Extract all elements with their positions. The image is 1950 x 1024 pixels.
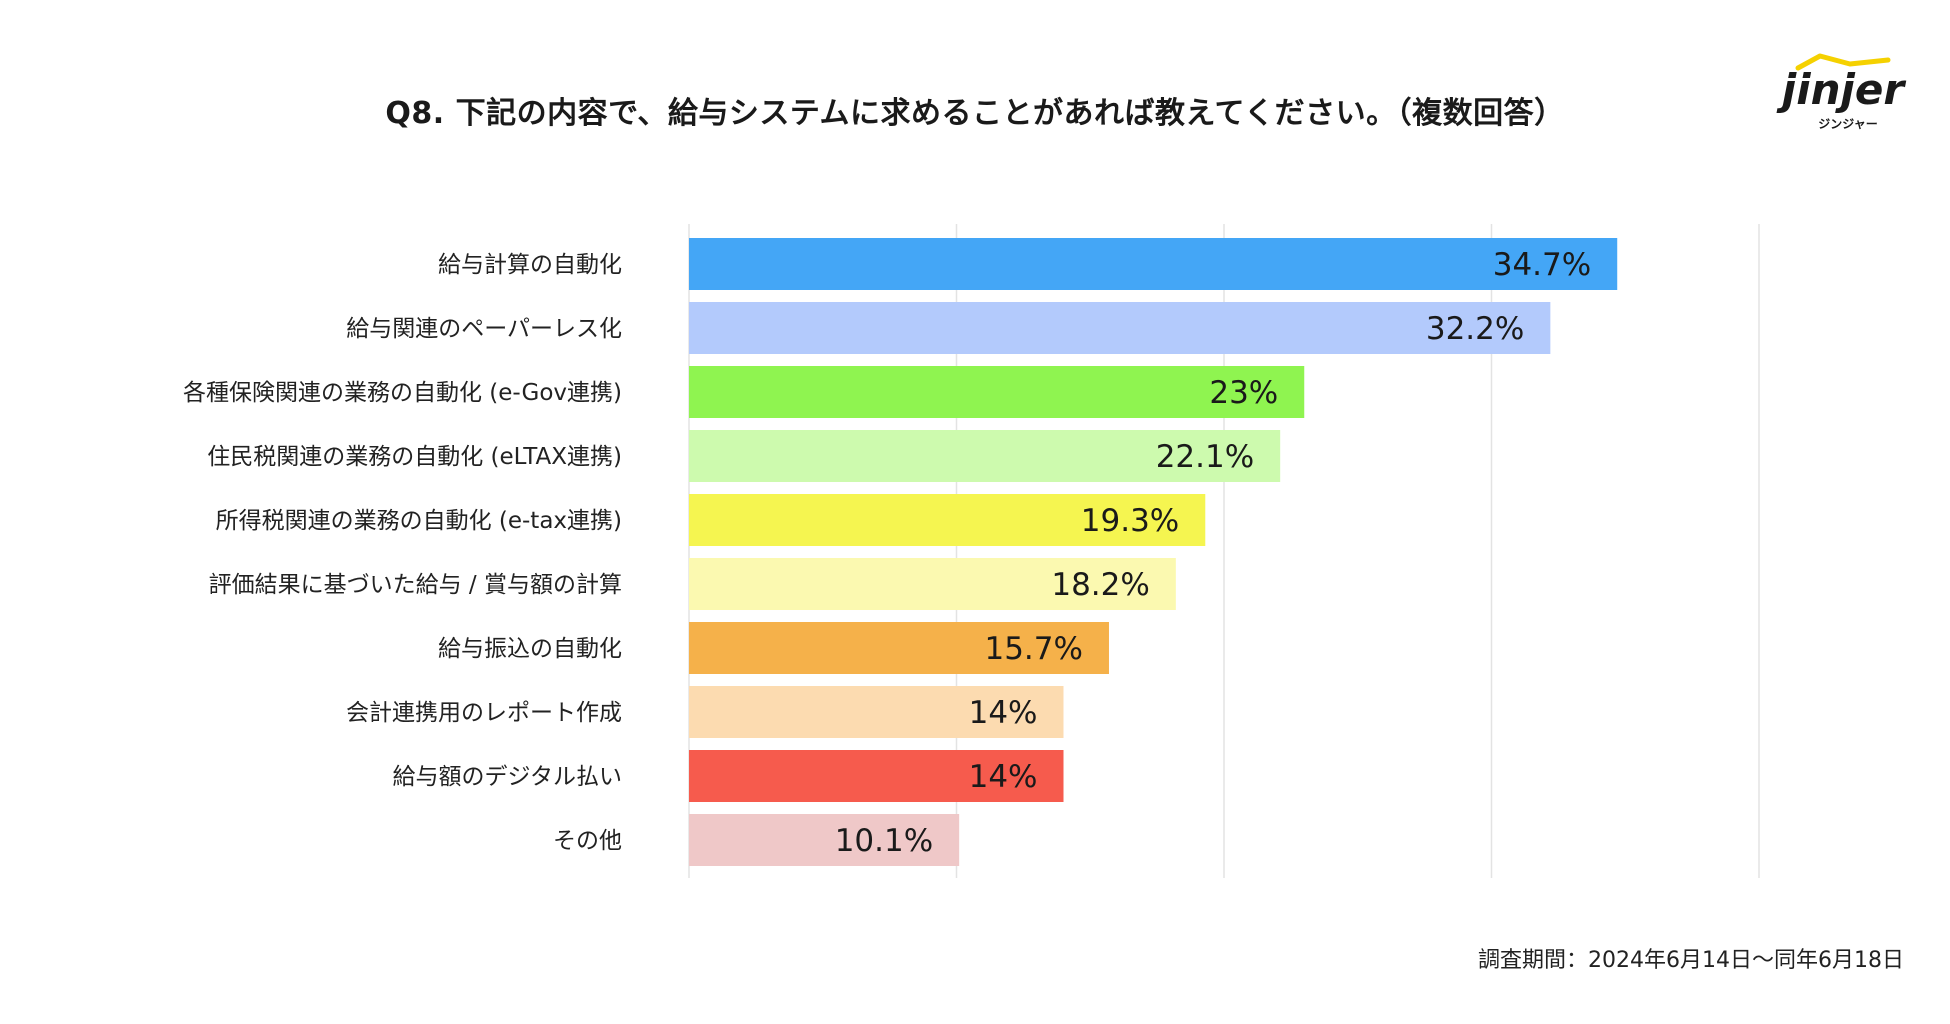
bar-chart: 給与計算の自動化 34.7% 給与関連のペーパーレス化 32.2% 各種保険関連の業務の… <box>183 224 1760 878</box>
logo-brand: jinjer <box>1776 65 1907 114</box>
category-label: 給与振込の自動化 <box>438 636 622 662</box>
labels: 給与計算の自動化 34.7% 給与関連のペーパーレス化 32.2% 各種保険関連の業務の… <box>183 247 1591 859</box>
bar <box>689 430 1281 482</box>
category-label: 会計連携用のレポート作成 <box>346 700 622 726</box>
bar <box>689 686 1064 738</box>
bar <box>689 302 1551 354</box>
value-label: 22.1% <box>1156 439 1254 475</box>
value-label: 14% <box>969 695 1038 731</box>
bar <box>689 366 1305 418</box>
category-label: その他 <box>553 828 622 854</box>
category-label: 住民税関連の業務の自動化 (eLTAX連携) <box>207 444 622 470</box>
value-label: 15.7% <box>984 631 1082 667</box>
value-label: 18.2% <box>1051 567 1149 603</box>
category-label: 所得税関連の業務の自動化 (e-tax連携) <box>216 508 622 534</box>
category-label: 評価結果に基づいた給与 / 賞与額の計算 <box>209 572 622 598</box>
category-label: 給与計算の自動化 <box>438 252 622 278</box>
category-label: 給与関連のペーパーレス化 <box>346 316 622 342</box>
category-label: 各種保険関連の業務の自動化 (e-Gov連携) <box>183 380 622 406</box>
bar <box>689 558 1176 610</box>
survey-period-note: 調査期間：2024年6月14日〜同年6月18日 <box>1478 948 1904 973</box>
value-label: 32.2% <box>1426 311 1524 347</box>
bar <box>689 622 1109 674</box>
bar <box>689 750 1064 802</box>
bars <box>689 238 1618 866</box>
bar <box>689 238 1618 290</box>
logo-roof-icon <box>1795 53 1891 71</box>
jinjer-logo: jinjer ジンジャー <box>1776 53 1907 131</box>
category-label: 給与額のデジタル払い <box>392 764 622 790</box>
bar <box>689 814 960 866</box>
chart-title: Q8. 下記の内容で、給与システムに求めることがあれば教えてください。（複数回答… <box>385 96 1565 131</box>
value-label: 19.3% <box>1081 503 1179 539</box>
value-label: 23% <box>1209 375 1278 411</box>
value-label: 10.1% <box>835 823 933 859</box>
value-label: 14% <box>969 759 1038 795</box>
logo-subtitle: ジンジャー <box>1818 117 1877 131</box>
value-label: 34.7% <box>1493 247 1591 283</box>
bar <box>689 494 1206 546</box>
